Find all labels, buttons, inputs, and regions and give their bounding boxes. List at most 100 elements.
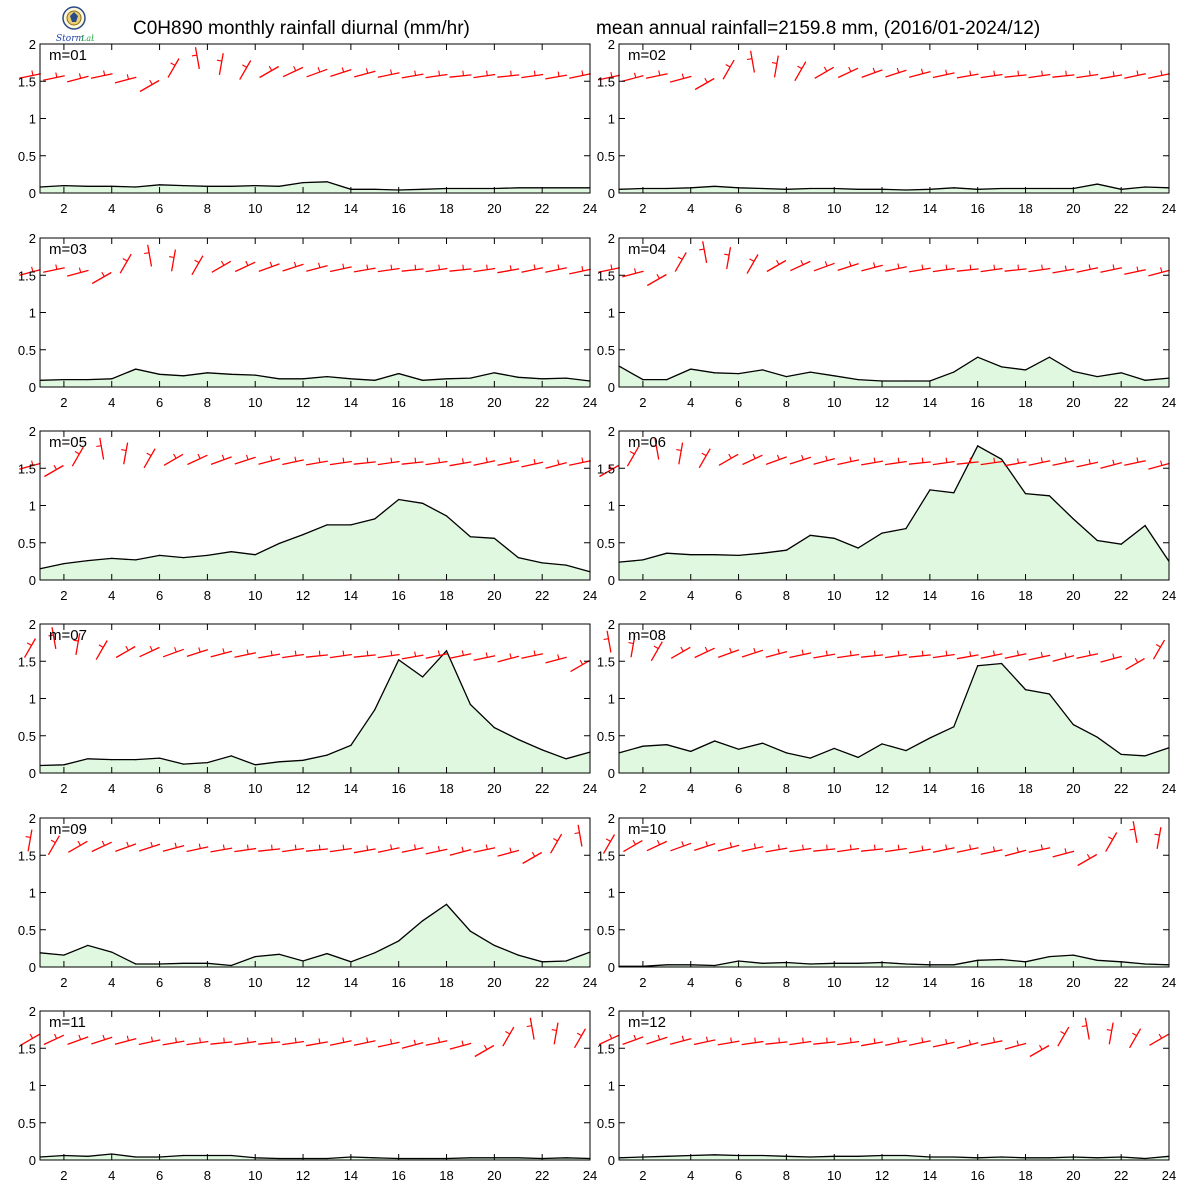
x-tick-label: 14 bbox=[344, 975, 358, 990]
wind-barb bbox=[353, 1037, 376, 1046]
x-tick-label: 8 bbox=[204, 201, 211, 216]
wind-barb bbox=[1028, 264, 1051, 273]
data-point bbox=[254, 956, 256, 958]
wind-barb bbox=[932, 264, 955, 273]
y-tick-label: 2 bbox=[29, 1004, 36, 1019]
y-tick-label: 0.5 bbox=[597, 923, 615, 938]
chart-title-left: C0H890 monthly rainfall diurnal (mm/hr) bbox=[133, 18, 470, 39]
data-point bbox=[398, 940, 400, 942]
data-point bbox=[881, 532, 883, 534]
x-tick-label: 16 bbox=[970, 588, 984, 603]
wind-barb bbox=[425, 650, 448, 659]
x-tick-label: 2 bbox=[60, 588, 67, 603]
data-point bbox=[278, 542, 280, 545]
y-tick-label: 1 bbox=[29, 112, 36, 127]
x-tick-label: 20 bbox=[1066, 975, 1080, 990]
data-point bbox=[469, 930, 471, 932]
x-tick-label: 6 bbox=[735, 201, 742, 216]
wind-barb bbox=[669, 73, 692, 83]
wind-barb bbox=[741, 647, 764, 658]
x-tick-label: 2 bbox=[60, 1168, 67, 1183]
data-point bbox=[1048, 1157, 1050, 1159]
x-tick-label: 22 bbox=[1114, 975, 1128, 990]
wind-barb bbox=[646, 839, 668, 852]
data-point bbox=[809, 371, 811, 373]
x-tick-label: 24 bbox=[583, 1168, 597, 1183]
x-tick-label: 24 bbox=[1162, 975, 1176, 990]
wind-barb bbox=[119, 253, 132, 274]
data-point bbox=[206, 372, 208, 374]
data-point bbox=[135, 559, 137, 561]
wind-barb bbox=[1076, 264, 1099, 273]
data-point bbox=[977, 445, 979, 447]
panel-label: m=06 bbox=[628, 434, 666, 451]
wind-barb bbox=[932, 1038, 955, 1048]
wind-barb bbox=[545, 71, 568, 80]
wind-barb bbox=[980, 264, 1003, 273]
wind-barb bbox=[258, 650, 281, 659]
svg-text:Storm: Storm bbox=[56, 34, 84, 44]
wind-barb bbox=[67, 1034, 89, 1046]
x-tick-label: 10 bbox=[827, 975, 841, 990]
wind-barb bbox=[676, 442, 684, 465]
data-point bbox=[182, 962, 185, 964]
data-point bbox=[761, 369, 764, 371]
y-tick-label: 0.5 bbox=[18, 923, 36, 938]
wind-barb bbox=[329, 1037, 352, 1046]
data-point bbox=[833, 747, 835, 750]
wind-barb bbox=[771, 55, 779, 78]
data-point bbox=[254, 764, 256, 766]
wind-barb bbox=[741, 843, 764, 852]
data-point bbox=[493, 944, 495, 947]
wind-barb bbox=[573, 1028, 587, 1049]
x-tick-label: 22 bbox=[1114, 201, 1128, 216]
wind-barb bbox=[1004, 264, 1027, 272]
panel-label: m=11 bbox=[49, 1014, 86, 1031]
data-point bbox=[905, 750, 907, 752]
wind-barb bbox=[115, 645, 136, 659]
wind-barb bbox=[210, 454, 232, 466]
wind-barb bbox=[1100, 71, 1123, 80]
wind-barb bbox=[908, 845, 931, 854]
data-point bbox=[761, 1154, 764, 1157]
wind-barb bbox=[1105, 832, 1118, 852]
data-point bbox=[182, 375, 185, 377]
x-tick-label: 4 bbox=[687, 1168, 694, 1183]
wind-barb bbox=[96, 437, 105, 460]
wind-barb bbox=[956, 457, 979, 465]
wind-barb bbox=[497, 847, 520, 857]
x-tick-label: 12 bbox=[296, 781, 310, 796]
wind-barb bbox=[1029, 1044, 1050, 1058]
data-point bbox=[905, 189, 907, 191]
wind-barb bbox=[1004, 1040, 1027, 1050]
x-tick-label: 22 bbox=[1114, 588, 1128, 603]
wind-barb bbox=[191, 255, 204, 276]
data-point bbox=[1072, 954, 1074, 956]
wind-barb bbox=[1028, 651, 1051, 661]
wind-barb bbox=[837, 261, 859, 272]
wind-barb bbox=[622, 1034, 644, 1046]
wind-barb bbox=[741, 1037, 764, 1046]
data-point bbox=[350, 744, 352, 747]
rain-line bbox=[39, 1153, 591, 1160]
data-point bbox=[1096, 1157, 1098, 1159]
data-point bbox=[493, 727, 495, 729]
x-tick-label: 10 bbox=[248, 781, 262, 796]
plot-frame bbox=[618, 237, 1170, 388]
wind-barb bbox=[210, 844, 233, 853]
x-tick-label: 16 bbox=[391, 588, 405, 603]
data-point bbox=[1001, 1156, 1003, 1158]
data-point bbox=[1144, 525, 1146, 527]
wind-barb bbox=[932, 69, 955, 79]
rain-area bbox=[40, 181, 590, 193]
data-point bbox=[469, 187, 471, 190]
data-point bbox=[1072, 518, 1074, 520]
wind-barb bbox=[497, 457, 520, 466]
y-tick-label: 1 bbox=[608, 499, 615, 514]
y-tick-label: 0.5 bbox=[597, 343, 615, 358]
y-tick-label: 1.5 bbox=[597, 74, 615, 89]
wind-barb bbox=[789, 1037, 812, 1046]
wind-barb bbox=[497, 265, 520, 274]
wind-barb bbox=[693, 1036, 716, 1046]
data-point bbox=[326, 953, 328, 955]
